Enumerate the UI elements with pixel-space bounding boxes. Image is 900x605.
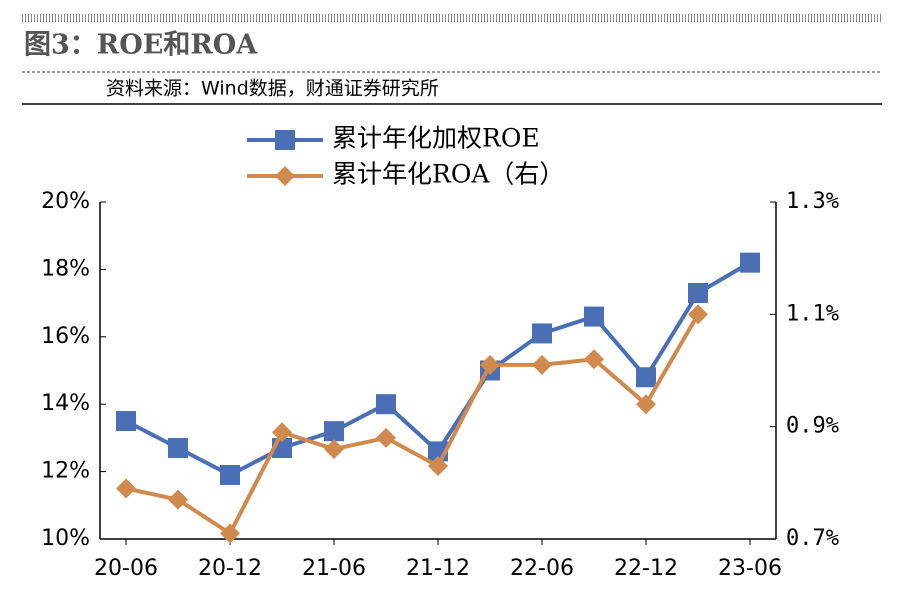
x-tick-label: 22-12 [614, 556, 678, 581]
point [428, 455, 448, 476]
y-tick-label: 14% [41, 391, 90, 416]
series-line [125, 313, 700, 537]
y-tick-label: 20% [41, 189, 90, 214]
x-tick-label: 21-06 [302, 556, 366, 581]
legend-marker [275, 130, 295, 150]
page-title: 图3：ROE和ROA [24, 30, 258, 61]
point [532, 323, 552, 344]
point [688, 304, 708, 325]
point [740, 252, 760, 273]
point [584, 349, 604, 370]
point [636, 394, 656, 415]
y-tick-label: 16% [41, 324, 90, 349]
point [116, 478, 136, 499]
x-tick-label: 23-06 [718, 556, 782, 581]
legend-marker [275, 166, 295, 186]
x-tick-label: 21-12 [406, 556, 470, 581]
point [220, 523, 240, 544]
point [220, 464, 240, 485]
y2-tick-label: 0.7% [786, 526, 839, 551]
point [532, 354, 552, 375]
x-tick-label: 22-06 [510, 556, 574, 581]
y2-tick-label: 1.1% [786, 301, 839, 326]
point [272, 422, 292, 443]
point [376, 394, 396, 415]
point [116, 411, 136, 432]
y-tick-label: 12% [41, 459, 90, 484]
point [636, 367, 656, 388]
point [480, 354, 500, 375]
y2-tick-label: 0.9% [786, 414, 839, 439]
legend-label: 累计年化加权ROE [332, 124, 540, 153]
source: 资料来源：Wind数据，财通证券研究所 [106, 78, 439, 100]
point [688, 282, 708, 303]
x-tick-label: 20-12 [198, 556, 262, 581]
point [168, 489, 188, 510]
y-tick-label: 10% [41, 526, 90, 551]
legend-label: 累计年化ROA（右） [332, 160, 564, 189]
x-tick-label: 20-06 [94, 556, 158, 581]
point [584, 306, 604, 327]
point [168, 438, 188, 459]
point [324, 421, 344, 442]
y2-tick-label: 1.3% [786, 189, 839, 214]
y-tick-label: 18% [41, 256, 90, 281]
point [376, 427, 396, 448]
point [324, 439, 344, 460]
